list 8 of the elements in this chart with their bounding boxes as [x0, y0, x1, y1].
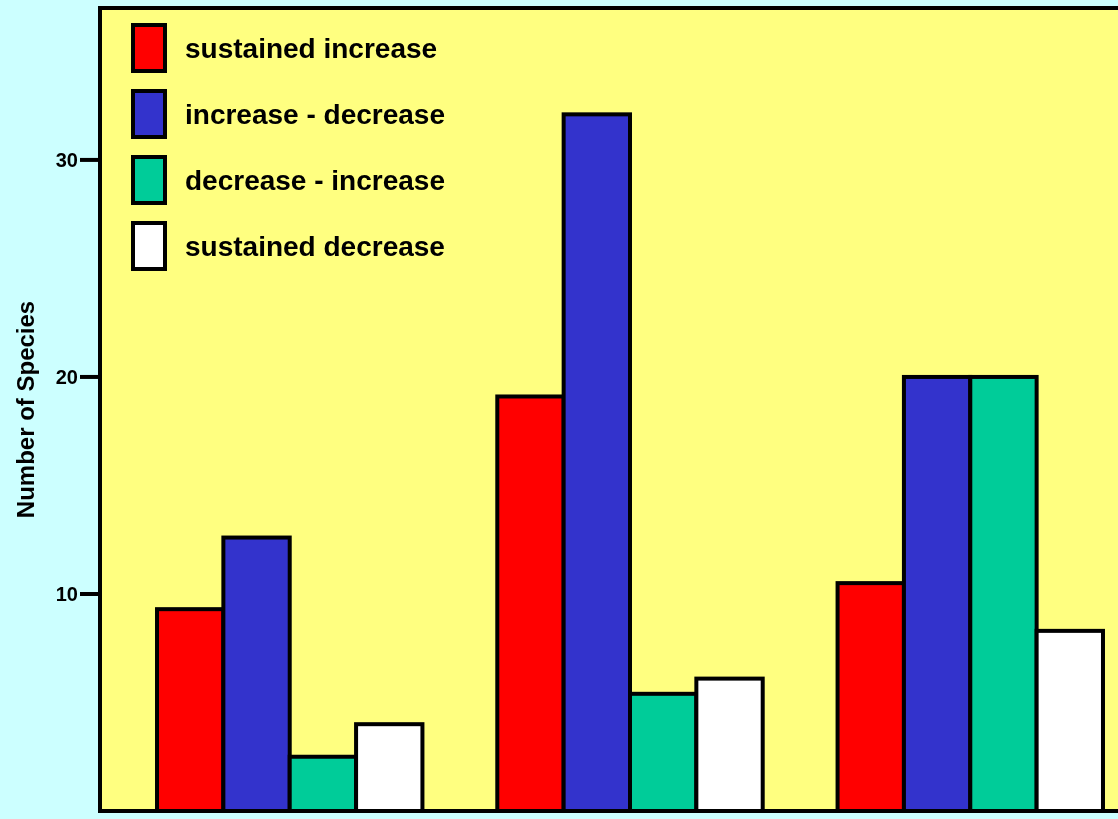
y-tick-label: 20: [55, 365, 78, 388]
y-tick-label: 30: [55, 148, 78, 171]
legend-label: sustained decrease: [185, 230, 445, 262]
legend-label: sustained increase: [185, 32, 438, 64]
y-axis-title: Number of Species: [12, 300, 39, 519]
legend-label: increase - decrease: [185, 98, 445, 130]
legend-label: decrease - increase: [185, 164, 445, 196]
y-tick-label: 10: [55, 582, 78, 605]
